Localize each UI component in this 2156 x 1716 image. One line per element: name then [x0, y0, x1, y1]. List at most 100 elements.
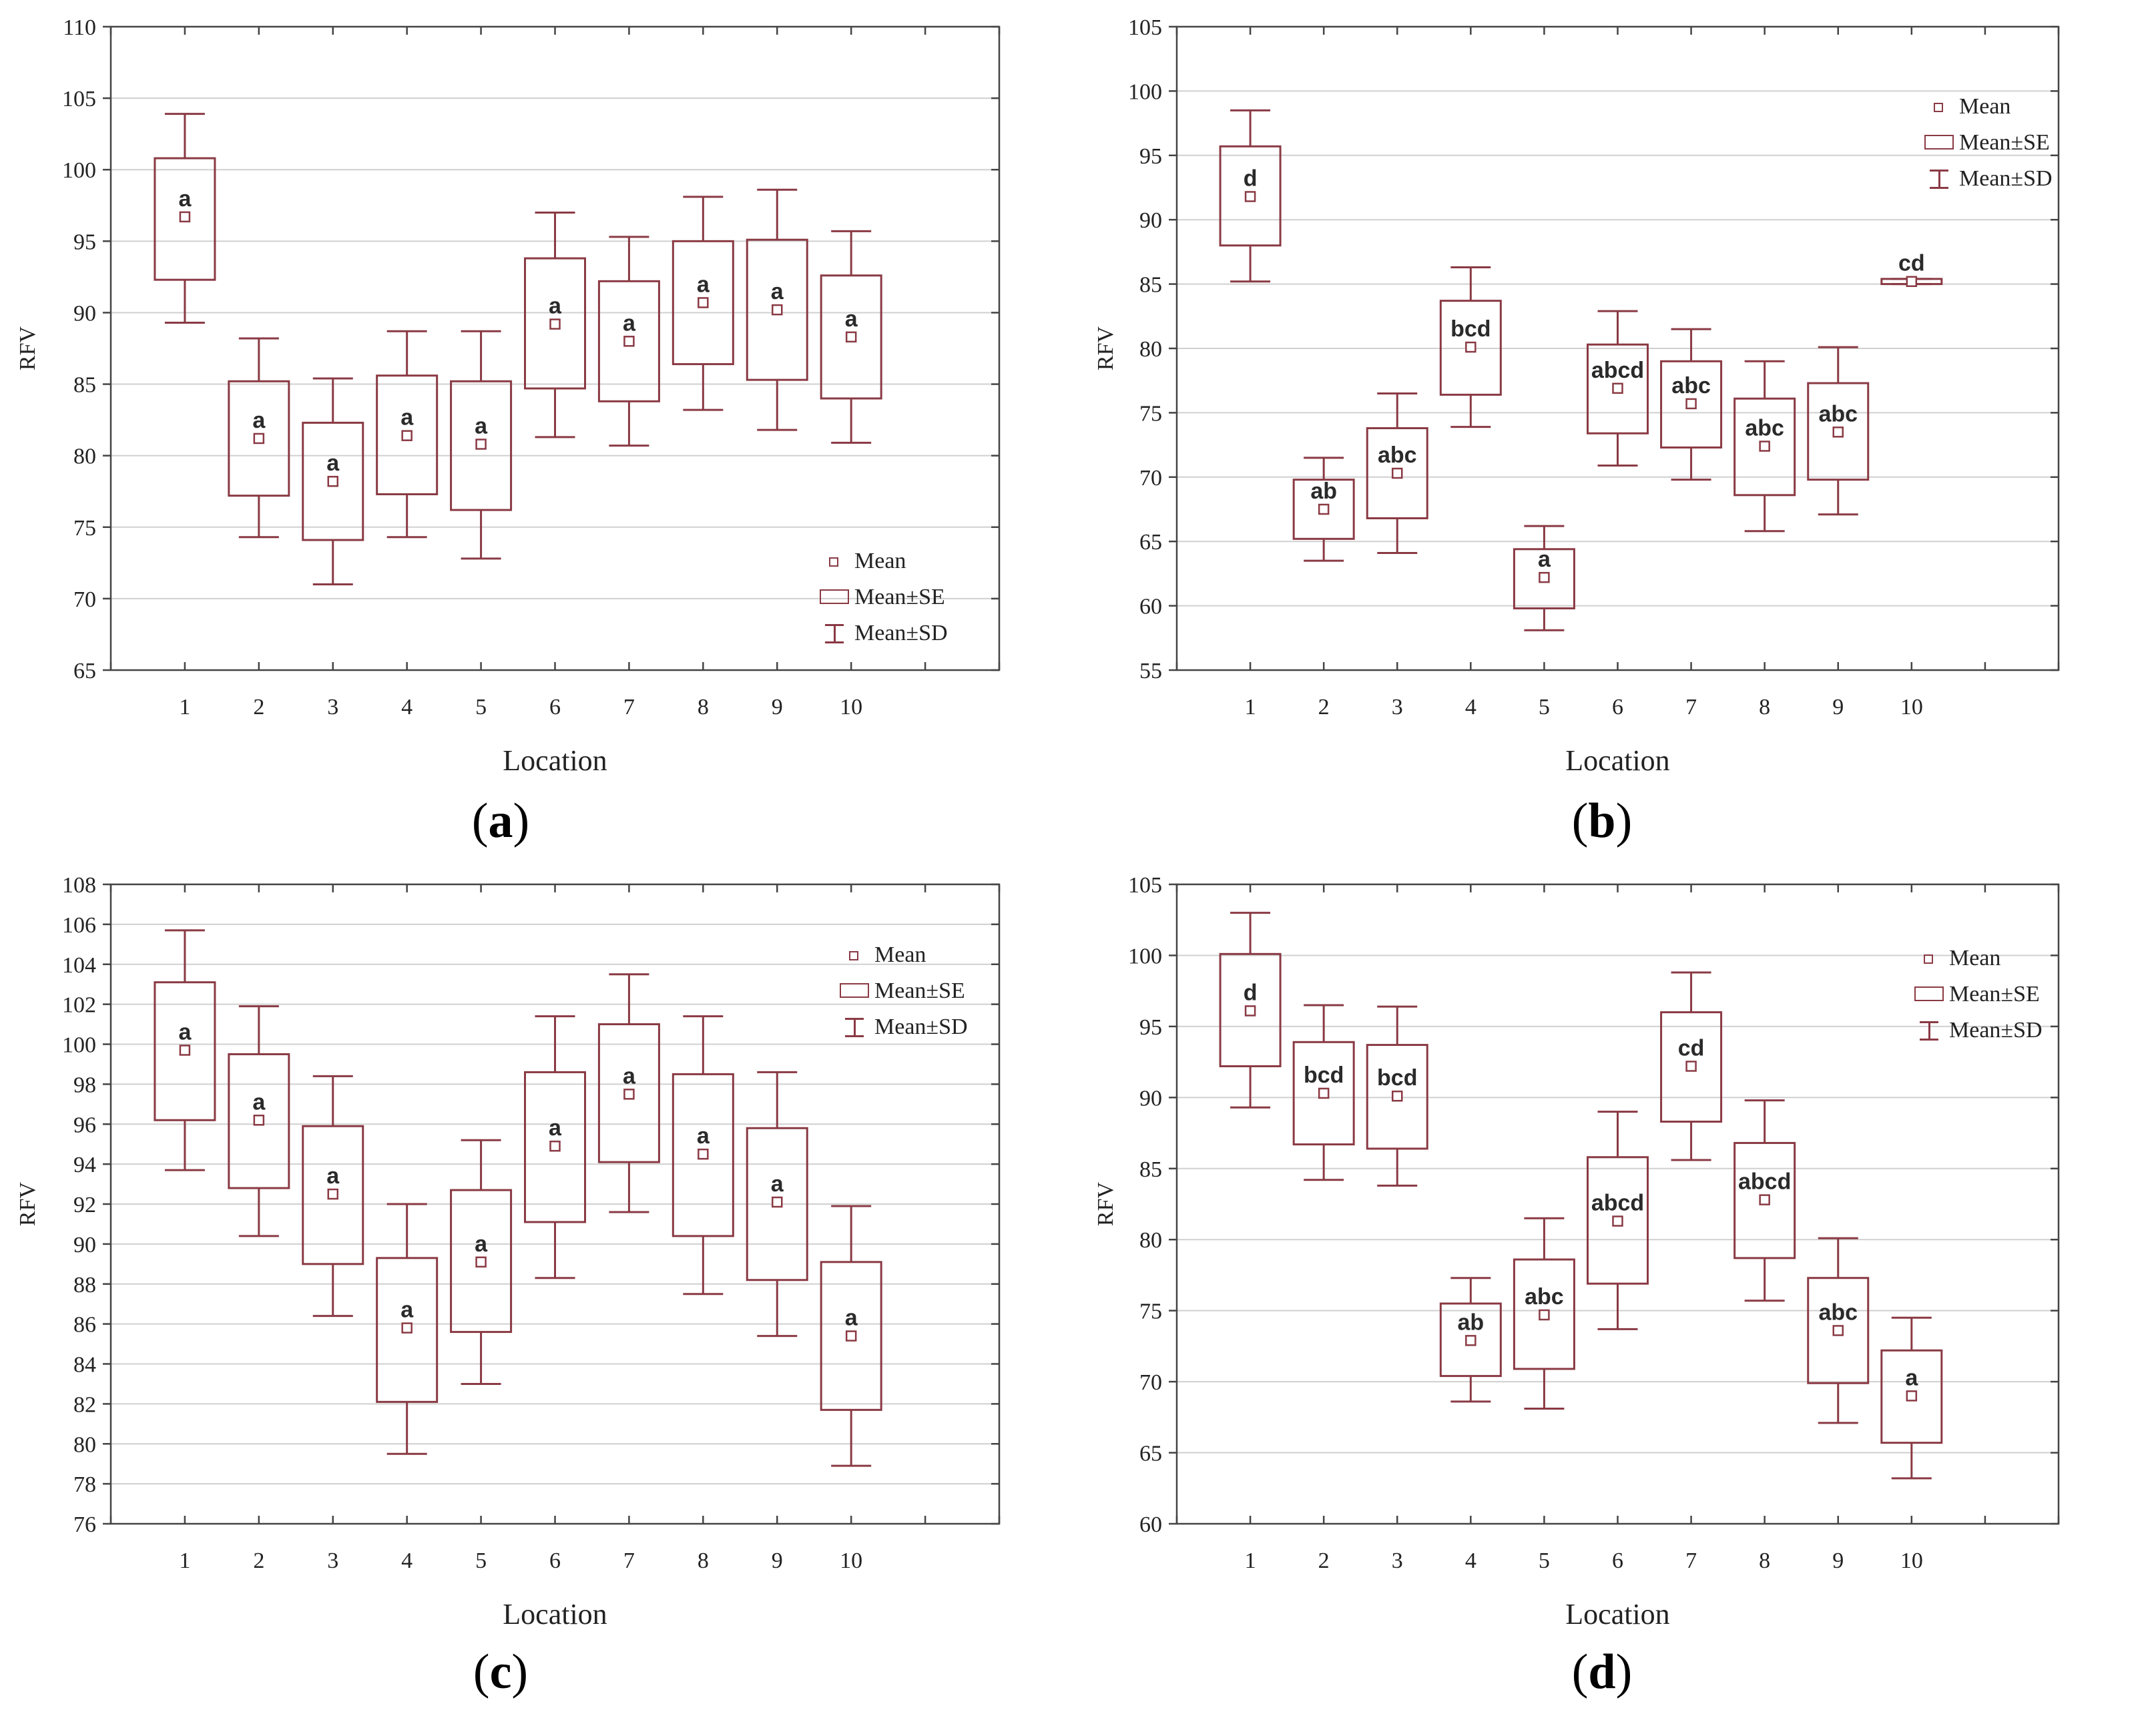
x-tick-label: 10 [1900, 695, 1923, 720]
legend-sd: Mean±SD [840, 1010, 968, 1045]
box-chart-b: 55 60 65 70 75 80 85 90 95 100 105 1 2 3 4 5 6 7 8 9 10 Locat… [1093, 15, 2060, 777]
group-letter-label: a [549, 1115, 562, 1141]
y-tick-label: 105 [1128, 15, 1162, 40]
se-box [450, 380, 513, 511]
x-axis-title: Location [1565, 744, 1669, 777]
se-box [1292, 479, 1355, 540]
x-tick-label: 7 [623, 695, 635, 720]
mean-marker [1539, 571, 1550, 583]
group-letter-label: bcd [1304, 1063, 1344, 1088]
legend-se: Mean±SE [1924, 125, 2050, 160]
sd-whisker-icon [1914, 1017, 1948, 1044]
box-location-4: ab [1439, 1277, 1502, 1403]
y-tick-label: 60 [1139, 595, 1162, 619]
se-box [820, 1261, 882, 1411]
box-location-4: a [376, 330, 439, 539]
box-location-5: a [450, 330, 513, 560]
box-location-6: a [524, 1015, 586, 1279]
group-letter-label: abc [1818, 1300, 1858, 1325]
box-location-10: a [820, 1205, 882, 1467]
y-tick-label: 80 [1139, 337, 1162, 362]
x-tick-label: 6 [1612, 1548, 1623, 1573]
y-tick-label: 70 [73, 587, 96, 612]
box-location-2: a [228, 1005, 290, 1237]
y-tick-label: 105 [1128, 873, 1162, 898]
mean-marker [1465, 1335, 1476, 1346]
se-box [1807, 382, 1870, 481]
se-box [1587, 343, 1649, 435]
legend-se-label: Mean±SE [854, 585, 945, 609]
group-letter-label: a [845, 1306, 858, 1331]
y-tick-label: 94 [73, 1153, 96, 1177]
x-tick-label: 5 [1539, 695, 1550, 720]
se-box [1733, 397, 1796, 497]
y-tick-label: 80 [1139, 1228, 1162, 1253]
box-location-1: a [154, 929, 216, 1171]
mean-marker [698, 1148, 709, 1160]
group-letter-label: a [1905, 1365, 1918, 1390]
box-location-3: a [302, 377, 364, 585]
x-tick-label: 4 [401, 1548, 413, 1573]
x-tick-label: 6 [549, 1548, 561, 1573]
legend-mean: Mean [840, 938, 926, 972]
mean-marker [1539, 1309, 1550, 1321]
legend-mean-label: Mean [874, 942, 926, 967]
group-letter-label: ab [1457, 1310, 1484, 1335]
x-tick-label: 1 [1245, 1548, 1256, 1573]
box-location-1: d [1219, 109, 1282, 283]
x-tick-label: 6 [549, 695, 561, 720]
y-tick-label: 55 [1139, 659, 1162, 683]
legend-mean: Mean [1914, 941, 2000, 976]
mean-marker [327, 1188, 338, 1200]
x-tick-label: 8 [698, 695, 709, 720]
se-box [597, 280, 660, 402]
x-tick-label: 5 [475, 695, 487, 720]
box-location-10: a [1880, 1316, 1943, 1480]
box-location-4: a [376, 1203, 439, 1455]
group-letter-label: d [1244, 166, 1258, 191]
box-location-7: a [597, 973, 660, 1213]
group-letter-label: abc [1818, 401, 1858, 426]
se-box [746, 238, 808, 381]
mean-marker [1759, 1194, 1770, 1205]
box-location-9: abc [1807, 346, 1870, 516]
group-letter-label: a [178, 186, 192, 212]
group-letter-label: ab [1310, 479, 1337, 504]
y-tick-label: 106 [62, 913, 96, 938]
box-location-7: cd [1660, 971, 1723, 1161]
se-box [1880, 1349, 1943, 1444]
mean-marker-icon [1924, 93, 1958, 120]
x-tick-label: 3 [1392, 695, 1403, 720]
mean-marker [179, 1045, 191, 1056]
mean-marker [327, 475, 338, 487]
mean-marker [401, 430, 413, 441]
se-box [302, 1125, 364, 1265]
y-tick-label: 70 [1139, 1370, 1162, 1395]
y-tick-label: 85 [73, 373, 96, 398]
box-location-5: a [1513, 525, 1575, 631]
group-letter-label: a [400, 405, 414, 431]
group-letter-label: abc [1378, 443, 1417, 468]
mean-marker [179, 211, 191, 223]
group-letter-label: a [178, 1019, 192, 1045]
group-letter-label: cd [1898, 251, 1925, 276]
box-location-2: a [228, 337, 290, 539]
panel-caption-a: (a) [471, 794, 530, 848]
group-letter-label: a [400, 1298, 414, 1323]
y-tick-label: 95 [73, 230, 96, 254]
legend-se-label: Mean±SE [1949, 982, 2040, 1007]
y-tick-label: 90 [1139, 1086, 1162, 1111]
group-letter-label: a [1538, 547, 1551, 572]
chart-panel-a: 65 70 75 80 85 90 95 100 105 110 1 2 3 4 5 6 7 8 9 10 Locati… [0, 0, 1078, 858]
y-axis-title: RFV [15, 326, 40, 370]
se-box [1660, 360, 1723, 449]
legend-mean: Mean [1924, 89, 2010, 124]
group-letter-label: a [326, 451, 340, 476]
legend-sd: Mean±SD [1924, 162, 2053, 196]
box-location-9: abc [1807, 1237, 1870, 1424]
x-tick-label: 1 [179, 695, 190, 720]
box-location-4: bcd [1439, 266, 1502, 428]
mean-marker [1906, 1390, 1918, 1402]
mean-marker [1244, 1005, 1256, 1017]
group-letter-label: bcd [1377, 1065, 1417, 1091]
